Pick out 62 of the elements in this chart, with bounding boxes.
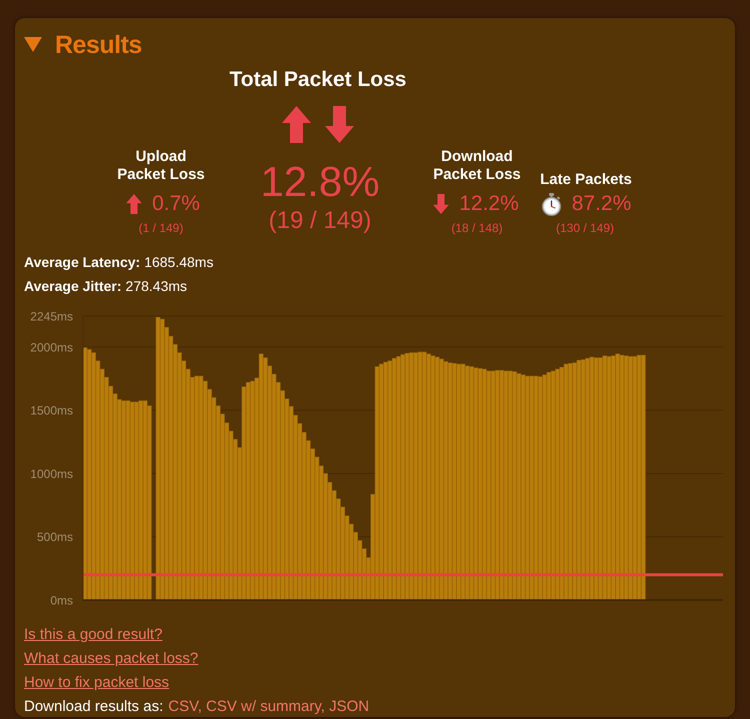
text: Is this a good result?: [24, 626, 162, 643]
bar: [474, 368, 478, 600]
y-tick-label: 2245ms: [30, 309, 73, 324]
bar: [156, 316, 160, 600]
bar: [598, 357, 603, 600]
text: CSV, CSV w/ summary, JSON: [168, 698, 370, 715]
bar: [512, 371, 517, 600]
bar: [504, 370, 508, 600]
bar: [460, 364, 466, 600]
bar: [564, 364, 568, 600]
bar: [86, 349, 92, 600]
text: 87.2%: [572, 192, 632, 215]
text: What causes packet loss?: [24, 650, 198, 667]
bar: [418, 352, 422, 600]
text: (1 / 149): [138, 221, 184, 235]
bar: [525, 376, 530, 600]
y-tick-label: 500ms: [36, 530, 73, 544]
bar: [388, 360, 392, 600]
text: Average Jitter:: [24, 278, 122, 294]
bar: [126, 400, 130, 600]
bar: [430, 356, 436, 600]
text: Upload Packet Loss: [117, 148, 205, 183]
bar: [198, 376, 204, 600]
text: (19 / 149): [268, 207, 372, 234]
bar: [546, 372, 552, 600]
text: Average Latency:: [24, 254, 140, 270]
y-tick-label: 0ms: [50, 593, 73, 608]
bar: [396, 356, 401, 600]
y-tick-label: 1000ms: [30, 466, 73, 481]
bar: [379, 364, 384, 600]
bar: [409, 352, 414, 600]
bar: [534, 376, 538, 600]
bar: [576, 360, 582, 600]
bar: [641, 354, 646, 600]
bar: [134, 402, 139, 600]
bar: [585, 358, 590, 600]
text: (18 / 148): [451, 221, 503, 235]
text: 12.8%: [260, 158, 380, 205]
y-tick-label: 1500ms: [30, 404, 73, 418]
bar: [482, 368, 487, 600]
bar: [606, 356, 612, 600]
text: 1685.48ms: [144, 254, 214, 270]
y-tick-label: 2000ms: [30, 340, 73, 354]
bar: [439, 358, 444, 600]
text: Results: [55, 31, 142, 59]
bar: [250, 380, 255, 600]
bar: [555, 368, 560, 600]
text: How to fix packet loss: [24, 674, 170, 691]
text: Late Packets: [540, 171, 632, 188]
bar: [490, 370, 496, 600]
text: 278.43ms: [126, 278, 188, 294]
text: 0.7%: [152, 192, 200, 215]
text: Download Packet Loss: [433, 148, 521, 183]
bar: [452, 363, 457, 600]
text: 12.2%: [459, 192, 519, 215]
bar: [263, 357, 268, 600]
bar: [620, 354, 624, 600]
bar: [628, 356, 633, 600]
bar: [464, 366, 470, 600]
text: Total Packet Loss: [229, 68, 406, 91]
text: (130 / 149): [556, 221, 614, 235]
text: Download results as:: [24, 698, 164, 715]
